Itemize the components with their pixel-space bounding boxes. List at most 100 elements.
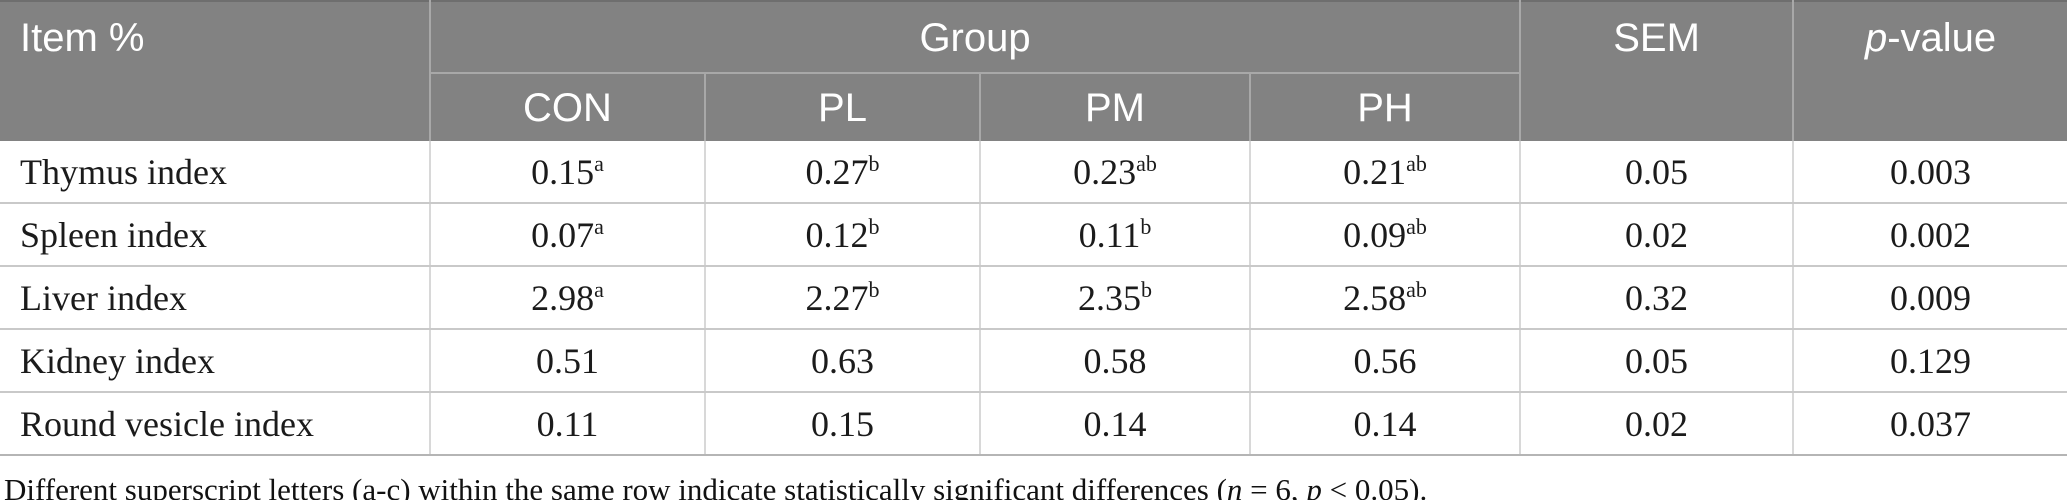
value-cell: 0.27b [705,141,981,204]
value-cell: 0.14 [980,392,1251,456]
value-cell: 0.51 [430,329,706,393]
cell-value: 0.003 [1890,151,1972,192]
significance-superscript: b [868,213,880,239]
value-cell: 0.12b [705,203,981,267]
cell-value: 0.129 [1890,340,1972,381]
cell-value: 0.11 [1078,214,1141,255]
column-header-item: Item % [0,1,431,141]
significance-superscript: a [594,276,604,302]
cell-value: 2.27 [805,277,869,318]
column-header-con: CON [430,73,706,141]
row-label-cell: Thymus index [0,141,431,204]
row-label-cell: Liver index [0,266,431,330]
footnote-text: Different superscript letters (a-c) with… [4,472,1227,500]
table-row: Round vesicle index 0.11 0.15 0.14 0.14 0.02 0… [0,392,2067,456]
cell-value: 2.35 [1078,277,1141,318]
value-cell: 0.58 [980,329,1251,393]
row-label-cell: Kidney index [0,329,431,393]
table-row: Spleen index 0.07a 0.12b 0.11b 0.09ab 0.02 0.0… [0,203,2067,267]
column-header-pl: PL [705,73,981,141]
table-row: Thymus index 0.15a 0.27b 0.23ab 0.21ab 0.05 0.… [0,141,2067,204]
cell-value: 0.51 [536,340,599,381]
value-cell: 0.003 [1793,141,2067,204]
row-label-cell: Spleen index [0,203,431,267]
cell-value: 0.23 [1073,151,1137,192]
significance-superscript: ab [1406,150,1427,176]
value-cell: 0.09ab [1250,203,1522,267]
cell-value: 0.02 [1625,214,1689,255]
cell-value: 0.11 [536,403,599,444]
significance-superscript: ab [1136,150,1157,176]
organ-index-table: Item % Group SEM p-value CON PL PM PH Th… [0,0,2067,456]
value-cell: 0.63 [705,329,981,393]
cell-value: 2.58 [1343,277,1407,318]
cell-value: 0.14 [1083,403,1147,444]
value-cell: 0.21ab [1250,141,1522,204]
value-cell: 0.07a [430,203,706,267]
value-cell: 0.56 [1250,329,1522,393]
value-cell: 0.037 [1793,392,2067,456]
significance-superscript: ab [1406,276,1427,302]
cell-value: 0.002 [1890,214,1972,255]
significance-superscript: a [594,213,604,239]
cell-value: 2.98 [531,277,595,318]
value-cell: 2.27b [705,266,981,330]
cell-value: 0.05 [1625,151,1689,192]
significance-superscript: b [868,150,880,176]
value-cell: 0.02 [1520,203,1795,267]
column-header-pm: PM [980,73,1251,141]
cell-value: 0.32 [1625,277,1689,318]
table-row: Liver index 2.98a 2.27b 2.35b 2.58ab 0.32 0.00… [0,266,2067,330]
cell-value: 0.15 [531,151,595,192]
value-cell: 2.58ab [1250,266,1522,330]
cell-value: 0.56 [1353,340,1417,381]
pvalue-suffix: -value [1887,16,1997,60]
cell-value: 0.07 [531,214,595,255]
value-cell: 0.11 [430,392,706,456]
table-footnote: Different superscript letters (a-c) with… [0,456,2067,500]
row-label-cell: Round vesicle index [0,392,431,456]
significance-superscript: b [1141,276,1152,302]
value-cell: 0.15a [430,141,706,204]
cell-value: 0.15 [811,403,874,444]
cell-value: 0.009 [1890,277,1972,318]
value-cell: 0.009 [1793,266,2067,330]
footnote-text: = 6, [1242,472,1307,500]
table-header: Item % Group SEM p-value CON PL PM PH [0,1,2067,141]
column-header-sem: SEM [1520,1,1795,141]
header-row-subgroups: CON PL PM PH [0,73,2067,141]
header-row-top: Item % Group SEM p-value [0,1,2067,141]
significance-superscript: b [868,276,880,302]
significance-superscript: a [594,150,604,176]
column-header-ph: PH [1250,73,1522,141]
column-header-group: Group [430,1,1522,74]
cell-value: 0.27 [805,151,869,192]
cell-value: 0.63 [811,340,874,381]
table-row: Kidney index 0.51 0.63 0.58 0.56 0.05 0.129 [0,329,2067,393]
cell-value: 0.14 [1353,403,1417,444]
cell-value: 0.02 [1625,403,1689,444]
value-cell: 0.15 [705,392,981,456]
cell-value: 0.037 [1890,403,1972,444]
value-cell: 0.11b [980,203,1251,267]
value-cell: 0.129 [1793,329,2067,393]
value-cell: 0.002 [1793,203,2067,267]
value-cell: 0.14 [1250,392,1522,456]
value-cell: 0.23ab [980,141,1251,204]
footnote-italic-term: p [1306,472,1322,500]
cell-value: 0.58 [1083,340,1147,381]
value-cell: 0.05 [1520,329,1795,393]
value-cell: 0.05 [1520,141,1795,204]
cell-value: 0.12 [805,214,869,255]
pvalue-italic-p: p [1864,16,1888,60]
significance-superscript: ab [1406,213,1427,239]
cell-value: 0.21 [1343,151,1407,192]
cell-value: 0.05 [1625,340,1689,381]
significance-superscript: b [1140,213,1152,239]
footnote-text: < 0.05). [1321,472,1428,500]
value-cell: 2.35b [980,266,1251,330]
cell-value: 0.09 [1343,214,1407,255]
footnote-italic-term: n [1226,472,1243,500]
value-cell: 2.98a [430,266,706,330]
